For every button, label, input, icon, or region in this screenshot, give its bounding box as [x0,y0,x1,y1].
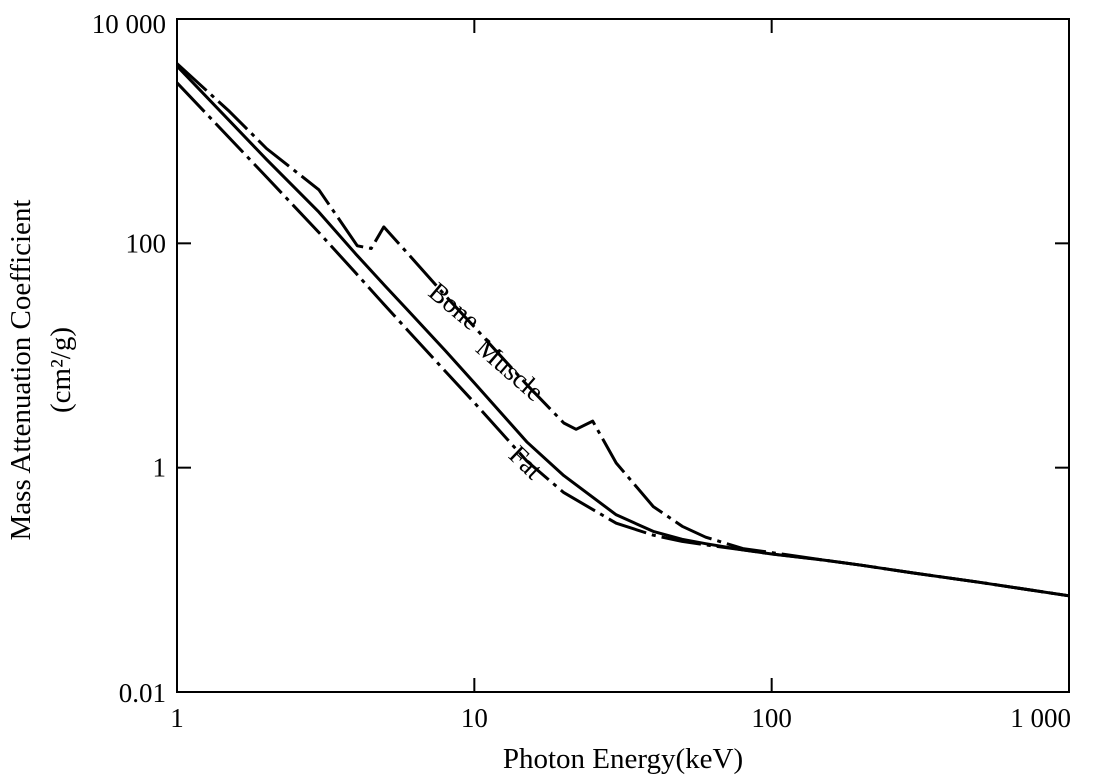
plot-frame [176,18,1070,693]
y-axis-title: Mass Attenuation Coefficient [5,200,37,541]
series-line-fat [175,81,1070,598]
y-tick-label: 1 [153,453,167,483]
curve-label-muscle: Muscle [470,332,550,407]
curves [175,62,1070,598]
y-tick-label: 100 [126,228,167,258]
x-tick-label: 100 [751,703,792,733]
series-line-bone [175,62,1070,598]
x-tick-label: 1 [170,703,184,733]
x-tick-label: 1 000 [1010,703,1071,733]
curve-label-fat: Fat [503,439,549,485]
series-line-muscle [175,65,1070,598]
curve-label-bone: Bone [423,276,486,336]
y-tick-label: 10 000 [92,9,166,39]
x-tick-label: 10 [461,703,488,733]
x-axis-title: Photon Energy(keV) [503,743,743,775]
y-tick-label: 0.01 [119,678,166,708]
y-axis-unit: (cm²/g) [45,327,77,413]
